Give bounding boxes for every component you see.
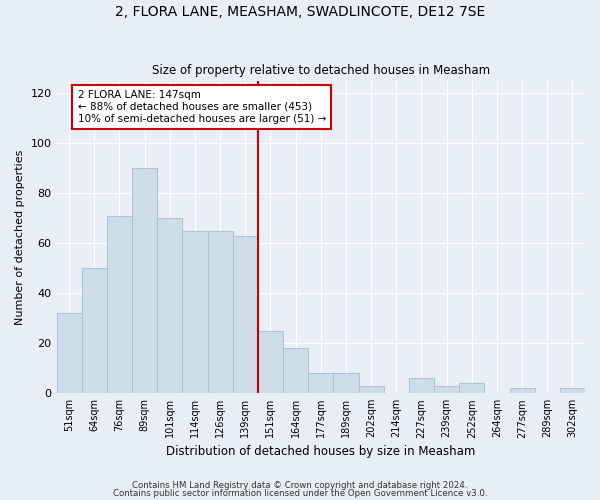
Bar xyxy=(157,218,182,393)
Bar xyxy=(283,348,308,393)
Bar xyxy=(182,231,208,393)
Bar xyxy=(132,168,157,393)
Bar xyxy=(359,386,383,393)
Text: Contains public sector information licensed under the Open Government Licence v3: Contains public sector information licen… xyxy=(113,489,487,498)
Bar xyxy=(409,378,434,393)
Bar xyxy=(308,373,334,393)
Text: 2 FLORA LANE: 147sqm
← 88% of detached houses are smaller (453)
10% of semi-deta: 2 FLORA LANE: 147sqm ← 88% of detached h… xyxy=(77,90,326,124)
Text: 2, FLORA LANE, MEASHAM, SWADLINCOTE, DE12 7SE: 2, FLORA LANE, MEASHAM, SWADLINCOTE, DE1… xyxy=(115,5,485,19)
Bar xyxy=(56,314,82,393)
Text: Contains HM Land Registry data © Crown copyright and database right 2024.: Contains HM Land Registry data © Crown c… xyxy=(132,480,468,490)
Bar xyxy=(459,383,484,393)
Bar xyxy=(82,268,107,393)
Title: Size of property relative to detached houses in Measham: Size of property relative to detached ho… xyxy=(152,64,490,77)
X-axis label: Distribution of detached houses by size in Measham: Distribution of detached houses by size … xyxy=(166,444,475,458)
Bar xyxy=(107,216,132,393)
Bar xyxy=(434,386,459,393)
Bar xyxy=(334,373,359,393)
Bar xyxy=(560,388,585,393)
Bar xyxy=(258,330,283,393)
Bar xyxy=(509,388,535,393)
Y-axis label: Number of detached properties: Number of detached properties xyxy=(15,150,25,325)
Bar xyxy=(233,236,258,393)
Bar xyxy=(208,231,233,393)
